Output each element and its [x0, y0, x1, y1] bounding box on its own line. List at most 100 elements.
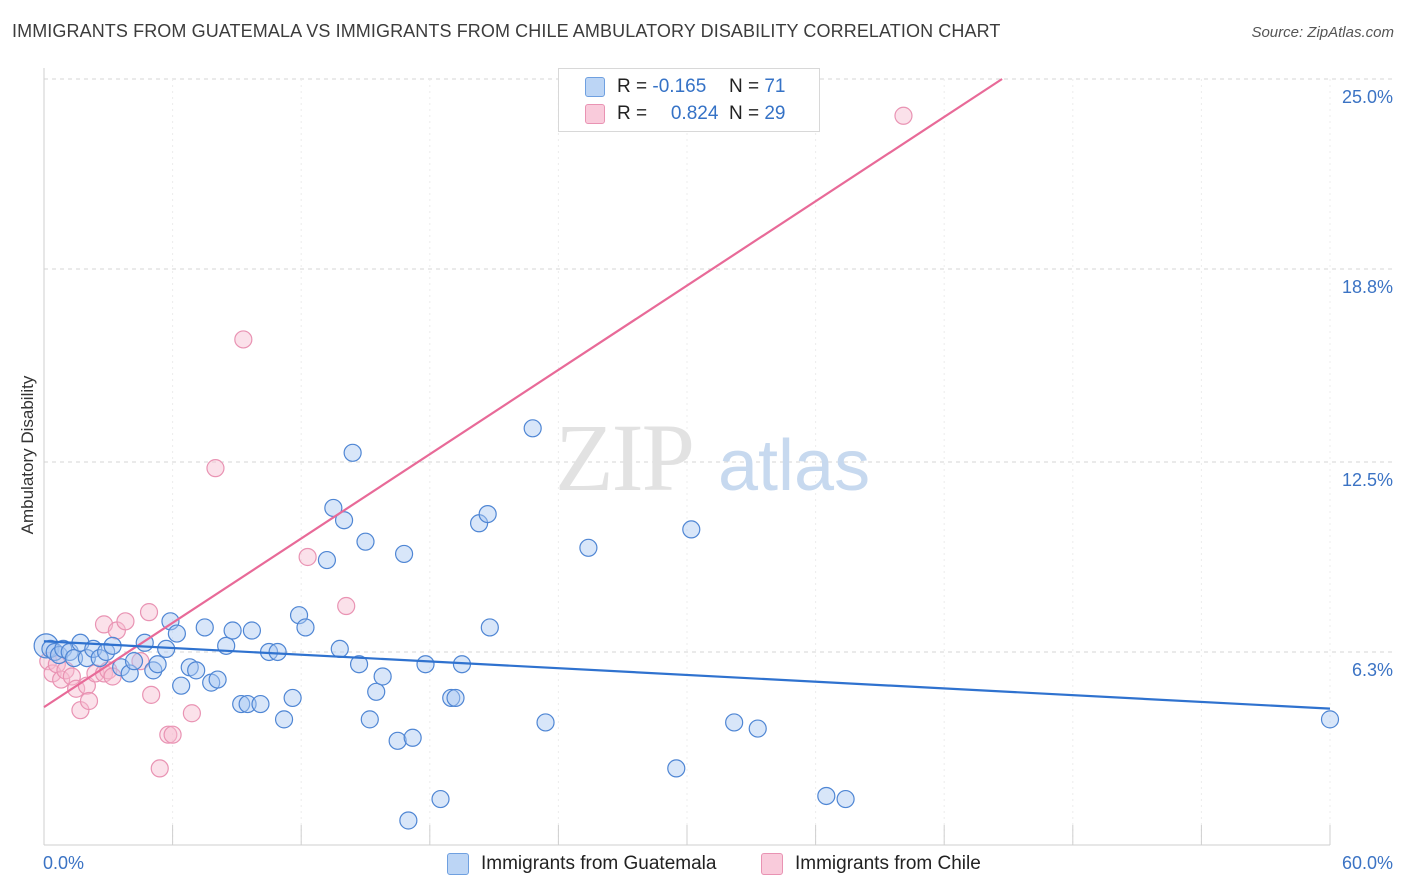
grid-lines	[44, 78, 1395, 845]
guatemala-point	[208, 670, 227, 689]
guatemala-point	[446, 688, 465, 708]
guatemala-point	[167, 624, 186, 643]
guatemala-point	[817, 786, 836, 806]
chile-point	[116, 612, 135, 631]
chile-point	[79, 691, 99, 711]
r-value: -0.165	[652, 76, 707, 97]
guatemala-point	[478, 504, 497, 524]
guatemala-point	[748, 719, 767, 738]
chile-legend-label: Immigrants from Chile	[795, 853, 981, 874]
y-axis-label: Ambulatory Disability	[18, 375, 37, 535]
guatemala-point	[360, 710, 379, 729]
chile-swatch	[585, 104, 605, 124]
guatemala-point	[283, 688, 302, 708]
chile-trend-line	[43, 78, 1003, 709]
guatemala-point	[238, 694, 257, 714]
guatemala-point	[296, 618, 315, 637]
guatemala-point	[251, 694, 270, 714]
guatemala-point	[403, 728, 422, 747]
chile-point	[52, 670, 71, 689]
guatemala-swatch	[585, 77, 605, 97]
chile-swatch	[761, 853, 783, 875]
guatemala-legend-label: Immigrants from Guatemala	[481, 853, 717, 874]
chile-point	[894, 106, 913, 125]
n-value: 29	[764, 103, 786, 124]
guatemala-point	[268, 642, 287, 662]
source-label: Source: ZipAtlas.com	[1251, 24, 1394, 41]
guatemala-point	[367, 682, 386, 701]
bottom-legend-guatemala: Immigrants from Guatemala	[447, 851, 716, 877]
r-value: 0.824	[670, 103, 719, 124]
guatemala-point	[242, 621, 262, 640]
chile-point	[159, 725, 178, 744]
guatemala-point	[431, 789, 450, 809]
y-tick-label: 25.0%	[1342, 87, 1393, 107]
guatemala-point	[195, 618, 214, 637]
guatemala-point	[124, 652, 144, 671]
chile-point	[150, 759, 169, 778]
chile-point	[298, 547, 317, 567]
guatemala-point	[442, 688, 461, 708]
chile-point	[337, 596, 356, 616]
legend-row-chile: R = 0.824 N = 29	[585, 102, 785, 126]
guatemala-point	[725, 713, 744, 732]
y-tick-label: 6.3%	[1352, 660, 1393, 680]
trend-lines	[43, 78, 1331, 710]
chile-point	[131, 652, 150, 671]
guatemala-point	[394, 544, 414, 564]
guatemala-point	[317, 550, 337, 570]
guatemala-point	[343, 443, 362, 462]
guatemala-point	[187, 661, 206, 680]
guatemala-point	[274, 710, 294, 729]
guatemala-trend-line	[43, 640, 1331, 710]
x-tick-label: 60.0%	[1342, 853, 1393, 873]
guatemala-point	[667, 759, 686, 778]
guatemala-point	[399, 811, 418, 830]
guatemala-point	[388, 731, 407, 750]
guatemala-point	[172, 676, 191, 695]
n-value: 71	[764, 76, 786, 97]
guatemala-point	[373, 667, 392, 686]
n-label: N =	[728, 103, 760, 124]
legend-row-guatemala: R = -0.165 N = 71	[585, 75, 785, 99]
tick-labels: 6.3% 12.5% 18.8% 25.0% 0.0% 60.0%	[43, 87, 1393, 873]
svg-text:ZIP: ZIP	[555, 404, 693, 511]
guatemala-point	[232, 694, 251, 714]
guatemala-point	[536, 713, 555, 732]
y-tick-label: 18.8%	[1342, 277, 1393, 297]
guatemala-swatch	[447, 853, 469, 875]
guatemala-point	[682, 520, 701, 539]
zipatlas-watermark: ZIP atlas	[555, 404, 870, 511]
axes	[43, 68, 1331, 846]
chile-point	[234, 330, 253, 349]
chile-point	[206, 459, 225, 478]
chart-title: IMMIGRANTS FROM GUATEMALA VS IMMIGRANTS …	[12, 21, 1001, 41]
guatemala-series	[33, 419, 1340, 830]
guatemala-point	[579, 538, 598, 557]
guatemala-point	[416, 655, 435, 674]
correlation-legend: R = -0.165 N = 71 R = 0.824 N = 29	[558, 68, 820, 132]
guatemala-point	[334, 511, 354, 530]
n-label: N =	[728, 76, 760, 97]
guatemala-point	[1320, 710, 1340, 729]
guatemala-point	[356, 532, 375, 551]
r-label: R =	[617, 76, 648, 97]
r-label: R =	[617, 103, 648, 124]
guatemala-point	[77, 648, 96, 668]
chile-point	[142, 685, 161, 704]
x-tick-label: 0.0%	[43, 853, 84, 873]
guatemala-point	[223, 621, 242, 640]
chile-point	[182, 704, 201, 723]
guatemala-point	[836, 789, 855, 809]
chile-point	[163, 725, 182, 744]
guatemala-point	[148, 655, 167, 674]
guatemala-point	[349, 655, 369, 674]
guatemala-point	[523, 419, 542, 438]
svg-text:atlas: atlas	[718, 426, 870, 506]
bottom-legend-chile: Immigrants from Chile	[761, 851, 981, 877]
chile-point	[139, 603, 159, 622]
y-tick-label: 12.5%	[1342, 470, 1393, 490]
guatemala-point	[480, 618, 499, 637]
guatemala-point	[64, 648, 84, 668]
